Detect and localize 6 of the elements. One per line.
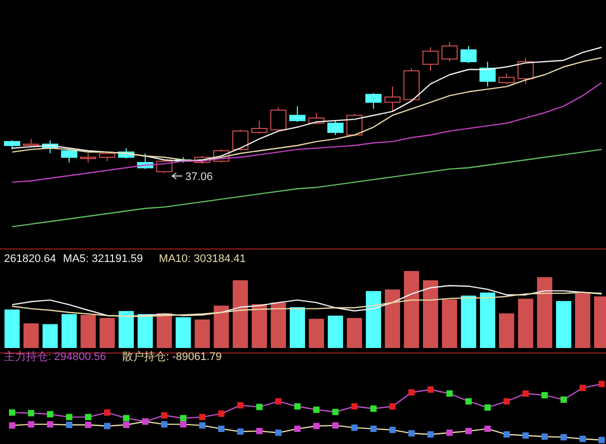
text: MA5: 321191.59 bbox=[63, 253, 143, 265]
text: 散户持仓: -89061.79 bbox=[122, 350, 222, 363]
text: MA10: 303184.41 bbox=[158, 253, 246, 265]
chart-title: 261820.64 bbox=[4, 253, 56, 265]
text: 主力持仓: 294800.56 bbox=[4, 350, 106, 363]
annotation: 37.06 bbox=[185, 171, 213, 183]
